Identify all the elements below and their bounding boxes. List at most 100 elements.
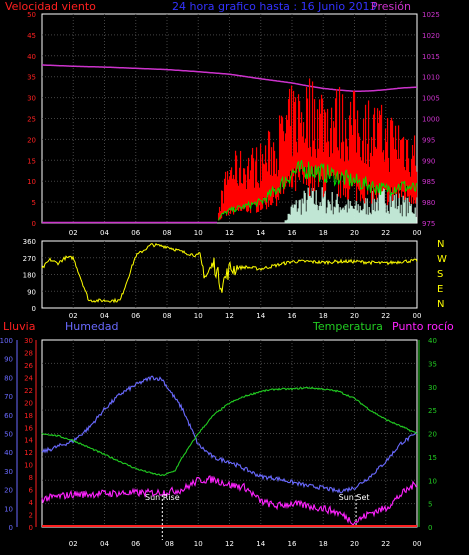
x-tick-label: 12 <box>225 540 234 548</box>
temperature-tick-label: 40 <box>428 337 437 345</box>
x-tick-label: 10 <box>194 312 203 320</box>
x-tick-label: 18 <box>319 312 328 320</box>
rain-tick-label: 28 <box>24 349 33 357</box>
wind-tick-label: 15 <box>27 157 36 165</box>
x-tick-label: 06 <box>131 540 140 548</box>
wind-tick-label: 10 <box>27 178 36 186</box>
pressure-tick-label: 980 <box>422 199 435 207</box>
sunset-label: Sun Set <box>339 493 370 502</box>
wind-tick-label: 45 <box>27 32 36 40</box>
x-tick-label: 04 <box>100 312 109 320</box>
x-tick-label: 12 <box>225 312 234 320</box>
wind-tick-label: 35 <box>27 74 36 82</box>
x-tick-label: 06 <box>131 229 140 237</box>
x-tick-label: 16 <box>288 312 297 320</box>
rain-tick-label: 8 <box>29 474 33 482</box>
pressure-tick-label: 975 <box>422 220 435 228</box>
rain-tick-label: 26 <box>24 362 33 370</box>
x-tick-label: 18 <box>319 229 328 237</box>
temperature-tick-label: 15 <box>428 454 437 462</box>
pressure-tick-label: 1000 <box>422 116 440 124</box>
rain-tick-label: 24 <box>24 374 33 382</box>
humidity-tick-label: 50 <box>4 431 13 439</box>
wind-tick-label: 50 <box>27 11 36 19</box>
temperature-tick-label: 25 <box>428 407 437 415</box>
wind-tick-label: 40 <box>27 53 36 61</box>
pressure-tick-label: 985 <box>422 178 435 186</box>
rain-tick-label: 20 <box>24 399 33 407</box>
pressure-tick-label: 1025 <box>422 11 440 19</box>
dew-point-line <box>41 475 418 526</box>
pressure-ticks: 975 980 985 990 995 1000 1005 1010 1015 1020 1025 <box>422 11 440 228</box>
temperature-tick-label: 5 <box>428 501 432 509</box>
rain-tick-label: 12 <box>24 449 33 457</box>
rain-tick-label: 14 <box>24 437 33 445</box>
rain-tick-label: 30 <box>24 337 33 345</box>
x-tick-label: 16 <box>288 229 297 237</box>
direction-tick-label: 90 <box>27 288 36 296</box>
pressure-axis-label: Presión <box>371 0 411 13</box>
direction-panel-x-ticks: 02 04 06 08 10 12 14 16 18 20 22 00 <box>69 312 422 320</box>
compass-letter-s: S <box>437 269 443 280</box>
pressure-line <box>42 64 417 93</box>
humidity-tick-label: 60 <box>4 412 13 420</box>
humidity-tick-label: 20 <box>4 487 13 495</box>
x-tick-label: 04 <box>100 540 109 548</box>
humidity-tick-label: 90 <box>4 356 13 364</box>
compass-letter-e: E <box>437 284 443 295</box>
rain-axis-label: Lluvia <box>3 320 35 333</box>
x-tick-label: 16 <box>288 540 297 548</box>
direction-panel-grid <box>42 241 417 308</box>
wind-tick-label: 30 <box>27 95 36 103</box>
wind-speed-ticks: 0 5 10 15 20 25 30 35 40 45 50 <box>27 11 36 228</box>
humidity-tick-label: 0 <box>9 524 13 532</box>
x-tick-label: 22 <box>381 229 390 237</box>
temperature-tick-label: 20 <box>428 431 437 439</box>
x-tick-label: 00 <box>413 229 422 237</box>
x-tick-label: 10 <box>194 540 203 548</box>
pressure-tick-label: 995 <box>422 136 435 144</box>
x-tick-label: 14 <box>256 540 265 548</box>
rain-tick-label: 6 <box>29 487 34 495</box>
direction-series <box>41 242 418 304</box>
temperature-tick-label: 35 <box>428 360 437 368</box>
wind-tick-label: 20 <box>27 136 36 144</box>
humidity-temp-series <box>41 375 418 527</box>
pressure-tick-label: 990 <box>422 157 435 165</box>
rain-tick-label: 10 <box>24 462 33 470</box>
x-tick-label: 02 <box>69 312 78 320</box>
x-tick-label: 02 <box>69 540 78 548</box>
dew-point-axis-label: Punto rocío <box>392 320 454 333</box>
chart-title: 24 hora grafico hasta : 16 Junio 2013 <box>172 0 377 13</box>
rain-tick-label: 16 <box>24 424 33 432</box>
temperature-ticks: 0 5 10 15 20 25 30 35 40 <box>428 337 437 532</box>
wind-tick-label: 5 <box>32 199 36 207</box>
humidity-axis-label: Humedad <box>65 320 118 333</box>
x-tick-label: 14 <box>256 312 265 320</box>
wind-panel-x-ticks: 02 04 06 08 10 12 14 16 18 20 22 00 <box>69 229 422 237</box>
humidity-ticks: 0 10 20 30 40 50 60 70 80 90 100 <box>0 337 13 532</box>
x-tick-label: 22 <box>381 312 390 320</box>
pressure-tick-label: 1005 <box>422 95 440 103</box>
x-tick-label: 12 <box>225 229 234 237</box>
x-tick-label: 10 <box>194 229 203 237</box>
x-tick-label: 08 <box>165 540 174 548</box>
x-tick-label: 18 <box>319 540 328 548</box>
rain-tick-label: 18 <box>24 412 33 420</box>
temperature-tick-label: 10 <box>428 477 437 485</box>
x-tick-label: 00 <box>413 312 422 320</box>
rain-tick-label: 4 <box>29 499 34 507</box>
direction-ticks: 0 90 180 270 360 <box>23 238 36 313</box>
pressure-tick-label: 1020 <box>422 32 440 40</box>
x-tick-label: 20 <box>350 312 359 320</box>
x-tick-label: 20 <box>350 229 359 237</box>
humidity-tick-label: 100 <box>0 337 13 345</box>
wind-tick-label: 25 <box>27 116 36 124</box>
pressure-tick-label: 1015 <box>422 53 440 61</box>
pressure-tick-label: 1010 <box>422 74 440 82</box>
